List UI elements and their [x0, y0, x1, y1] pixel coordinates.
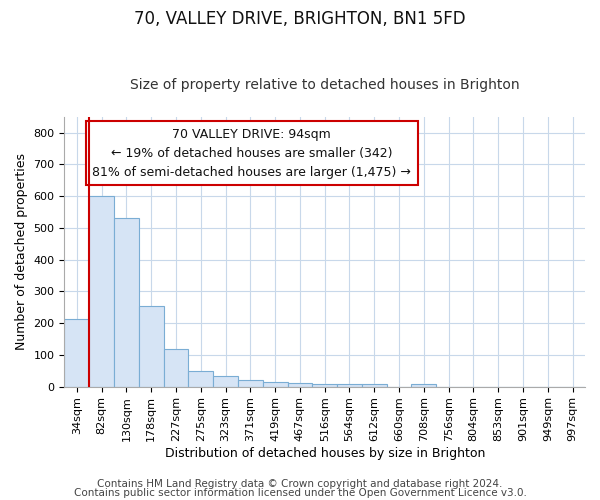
Bar [139, 306, 164, 386]
Bar [114, 218, 139, 386]
Bar [287, 384, 313, 386]
Bar [213, 376, 238, 386]
Text: Contains HM Land Registry data © Crown copyright and database right 2024.: Contains HM Land Registry data © Crown c… [97, 479, 503, 489]
Bar [263, 382, 287, 386]
Bar [188, 370, 213, 386]
Text: Contains public sector information licensed under the Open Government Licence v3: Contains public sector information licen… [74, 488, 526, 498]
Y-axis label: Number of detached properties: Number of detached properties [15, 153, 28, 350]
Bar [64, 319, 89, 386]
Bar [164, 350, 188, 387]
Bar [238, 380, 263, 386]
Title: Size of property relative to detached houses in Brighton: Size of property relative to detached ho… [130, 78, 520, 92]
Text: 70, VALLEY DRIVE, BRIGHTON, BN1 5FD: 70, VALLEY DRIVE, BRIGHTON, BN1 5FD [134, 10, 466, 28]
Bar [362, 384, 386, 386]
Text: 70 VALLEY DRIVE: 94sqm
← 19% of detached houses are smaller (342)
81% of semi-de: 70 VALLEY DRIVE: 94sqm ← 19% of detached… [92, 128, 411, 178]
Bar [337, 384, 362, 386]
Bar [313, 384, 337, 386]
X-axis label: Distribution of detached houses by size in Brighton: Distribution of detached houses by size … [164, 447, 485, 460]
Bar [89, 196, 114, 386]
Bar [412, 384, 436, 386]
